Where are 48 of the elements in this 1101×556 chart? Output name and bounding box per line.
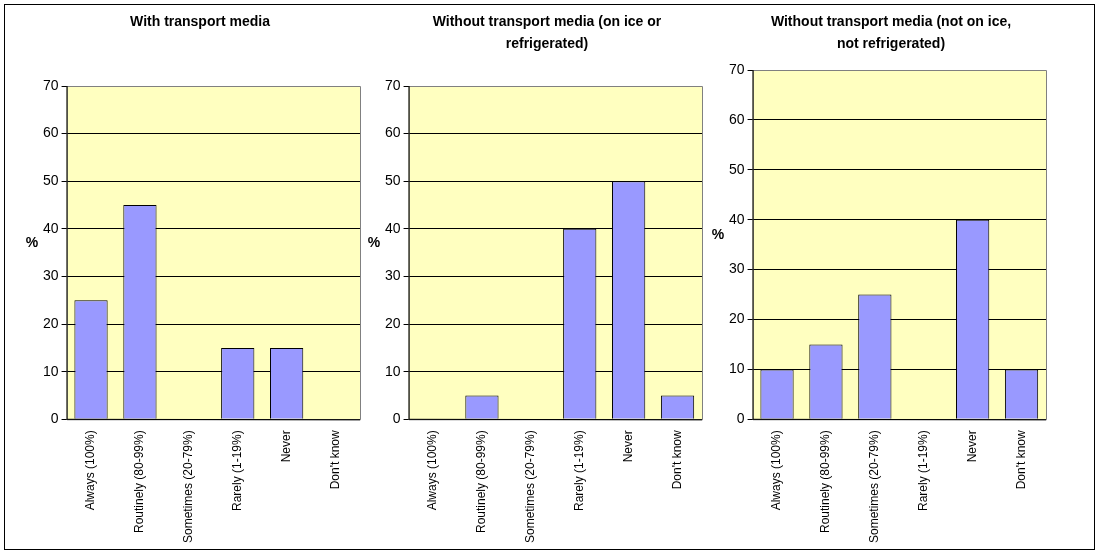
y-tick-label: 50 xyxy=(42,172,59,189)
y-tick-label: 20 xyxy=(384,314,401,331)
y-tick-label: 40 xyxy=(728,210,745,227)
y-tick-label: 0 xyxy=(50,410,59,427)
x-tick-label: Always (100%) xyxy=(83,430,98,511)
y-tick-label: 20 xyxy=(728,310,745,327)
y-tick-label: 10 xyxy=(728,360,745,377)
y-tick-label: 20 xyxy=(42,314,59,331)
y-tick-label: 70 xyxy=(42,76,59,93)
x-tick-label: Sometimes (20-79%) xyxy=(523,430,538,544)
x-tick-label: Never xyxy=(964,430,979,463)
y-tick-label: 70 xyxy=(728,60,745,77)
y-tick-label: 50 xyxy=(728,160,745,177)
y-tick-label: 60 xyxy=(384,124,401,141)
y-tick-label: 30 xyxy=(728,260,745,277)
y-axis-title: % xyxy=(25,233,39,250)
y-tick-label: 0 xyxy=(736,410,745,427)
y-axis-title: % xyxy=(711,225,725,242)
y-tick-label: 0 xyxy=(392,410,401,427)
x-tick-label: Always (100%) xyxy=(425,430,440,511)
chart-title: Without transport media (on ice or refrigerated) xyxy=(431,12,663,53)
x-tick-label: Routinely (80-99%) xyxy=(818,430,833,534)
y-tick-label: 60 xyxy=(42,124,59,141)
x-tick-label: Routinely (80-99%) xyxy=(474,430,489,534)
y-tick-label: 40 xyxy=(384,219,401,236)
x-tick-label: Rarely (1-19%) xyxy=(230,430,245,511)
y-tick-label: 70 xyxy=(384,76,401,93)
x-tick-label: Never xyxy=(620,430,635,463)
y-tick-label: 10 xyxy=(42,362,59,379)
x-tick-label: Don't know xyxy=(1013,429,1028,490)
x-tick-label: Sometimes (20-79%) xyxy=(181,430,196,544)
x-tick-label: Never xyxy=(278,430,293,463)
x-tick-label: Don't know xyxy=(669,429,684,490)
y-tick-label: 10 xyxy=(384,362,401,379)
chart-title: Without transport media (not on ice, not refrigerated) xyxy=(769,12,1013,53)
y-tick-label: 50 xyxy=(384,172,401,189)
y-tick-label: 30 xyxy=(42,267,59,284)
x-tick-label: Don't know xyxy=(327,429,342,490)
x-tick-label: Rarely (1-19%) xyxy=(572,430,587,511)
x-tick-label: Always (100%) xyxy=(769,430,784,511)
y-tick-label: 40 xyxy=(42,219,59,236)
x-tick-label: Routinely (80-99%) xyxy=(132,430,147,534)
y-axis-title: % xyxy=(367,233,381,250)
y-tick-label: 60 xyxy=(728,110,745,127)
x-tick-label: Rarely (1-19%) xyxy=(916,430,931,511)
y-tick-label: 30 xyxy=(384,267,401,284)
x-tick-label: Sometimes (20-79%) xyxy=(867,430,882,544)
chart-title: With transport media xyxy=(129,12,271,31)
